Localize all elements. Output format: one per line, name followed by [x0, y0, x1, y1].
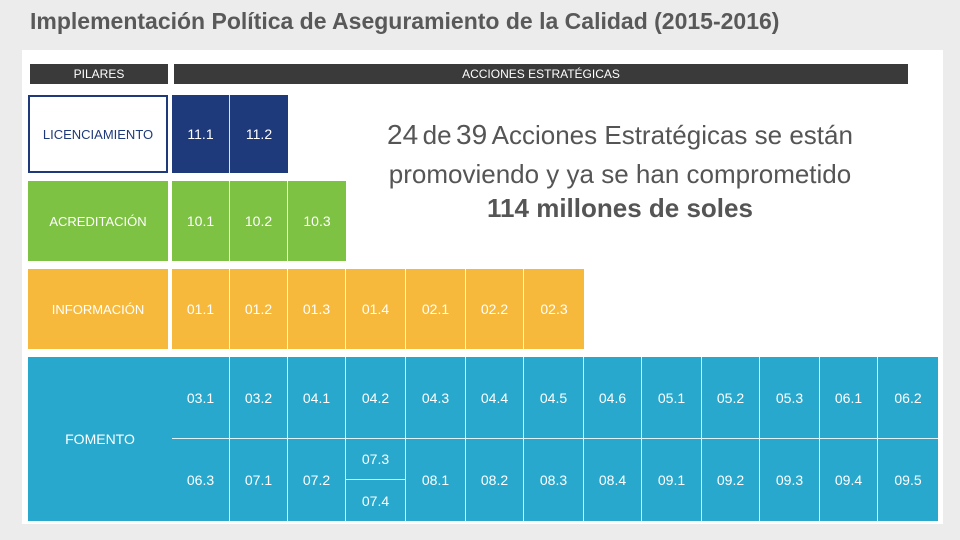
pilares-header: PILARES — [30, 64, 168, 84]
action-cell: 04.5 — [524, 357, 584, 438]
de-word: de — [422, 120, 452, 150]
pillar-informacion: INFORMACIÓN — [28, 269, 168, 349]
action-cell: 10.1 — [172, 181, 230, 261]
action-cell: 10.2 — [230, 181, 288, 261]
action-cell: 07.4 — [346, 480, 406, 521]
action-cell: 06.2 — [894, 389, 922, 406]
pillar-acreditacion: ACREDITACIÓN — [28, 181, 168, 261]
action-cell: 08.3 — [524, 439, 584, 521]
action-cell: 09.1 — [642, 439, 702, 521]
action-cell: 04.1 — [288, 357, 346, 438]
pillar-licenciamiento: LICENCIAMIENTO — [28, 95, 168, 173]
fomento-block — [172, 357, 938, 521]
action-cell: 09.2 — [702, 439, 760, 521]
action-cell: 01.2 — [230, 269, 288, 349]
actions-count: 24 — [387, 119, 419, 150]
action-cell: 07.3 — [346, 439, 406, 480]
action-cell: 07.1 — [230, 439, 288, 521]
summary-line-3: 114 millones de soles — [487, 193, 753, 223]
action-cell: 02.3 — [524, 269, 584, 349]
actions-total: 39 — [456, 119, 488, 150]
page-title: Implementación Política de Aseguramiento… — [30, 8, 780, 34]
action-cell: 02.2 — [466, 269, 524, 349]
action-cell: 10.3 — [288, 181, 346, 261]
action-cell: 01.3 — [288, 269, 346, 349]
action-cell: 09.5 — [894, 472, 922, 488]
action-cell: 04.2 — [346, 357, 406, 438]
action-cell: 06.1 — [820, 357, 878, 438]
action-cell: 05.2 — [702, 357, 760, 438]
action-cell: 08.4 — [584, 439, 642, 521]
summary-line-1: 24 de 39 Acciones Estratégicas se están — [350, 118, 890, 157]
row-divider — [172, 438, 938, 439]
summary-line-2: promoviendo y ya se han comprometido — [388, 159, 852, 189]
action-cell: 03.1 — [172, 357, 230, 438]
action-cell: 04.6 — [584, 357, 642, 438]
action-cell: 08.1 — [406, 439, 466, 521]
action-cell: 04.3 — [406, 357, 466, 438]
action-cell: 11.1 — [172, 95, 230, 173]
action-cell: 05.1 — [642, 357, 702, 438]
action-cell: 03.2 — [230, 357, 288, 438]
action-cell: 09.3 — [760, 439, 820, 521]
action-cell: 06.3 — [172, 439, 230, 521]
pillar-fomento: FOMENTO — [28, 357, 172, 521]
action-cell: 01.4 — [346, 269, 406, 349]
acciones-header: ACCIONES ESTRATÉGICAS — [174, 64, 908, 84]
action-cell: 08.2 — [466, 439, 524, 521]
action-cell: 07.2 — [288, 439, 346, 521]
action-cell: 04.4 — [466, 357, 524, 438]
summary-statement: 24 de 39 Acciones Estratégicas se están … — [350, 118, 890, 225]
action-cell: 01.1 — [172, 269, 230, 349]
action-cell: 11.2 — [230, 95, 288, 173]
summary-text-1: Acciones Estratégicas se están — [491, 120, 853, 150]
action-cell: 09.4 — [820, 439, 878, 521]
action-cell: 05.3 — [760, 357, 820, 438]
action-cell: 02.1 — [406, 269, 466, 349]
